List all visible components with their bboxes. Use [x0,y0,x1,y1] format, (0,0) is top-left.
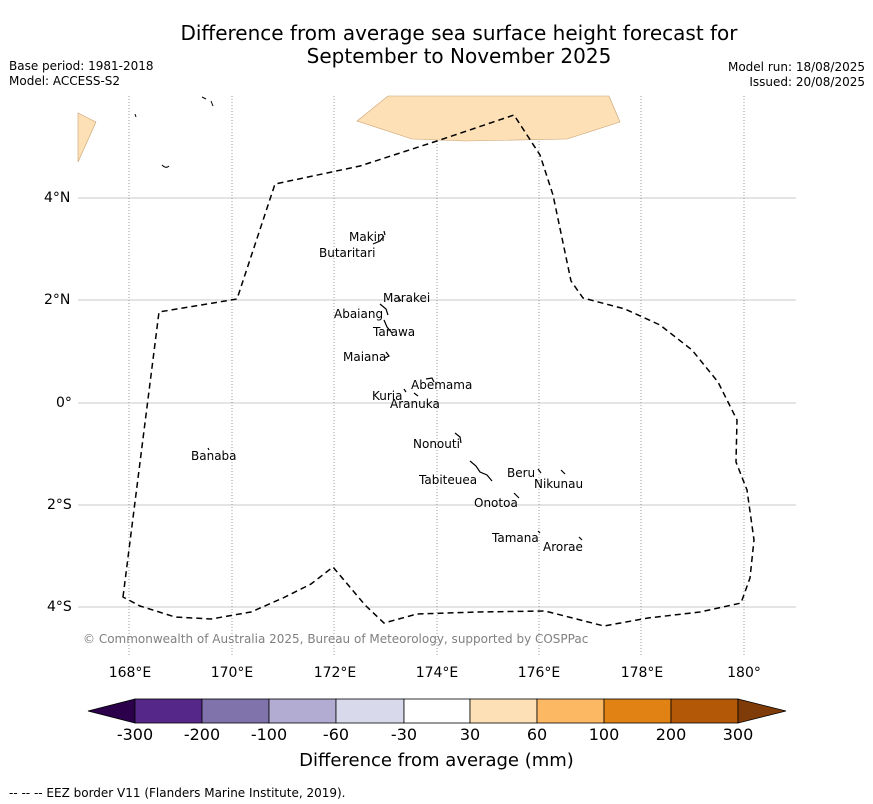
colorbar-tick-0: -300 [116,725,154,744]
colorbar-seg-4 [335,698,405,724]
label-tamana: Tamana [491,531,539,545]
island-arorae [578,536,583,541]
colorbar-seg-3 [268,698,337,724]
island-aranuka [413,392,419,397]
island-tabiteuea [469,460,493,482]
label-nonouti: Nonouti [413,437,460,451]
colorbar-seg-5 [403,698,471,724]
island-kuria [403,388,407,393]
meta-right: Model run: 18/08/2025 Issued: 20/08/2025 [728,60,865,90]
lon-label-174e: 174°E [415,665,459,681]
colorbar-seg-6 [469,698,538,724]
label-kuria: Kuria [372,389,403,403]
lon-label-168e: 168°E [108,665,152,681]
issued-date: Issued: 20/08/2025 [749,75,865,89]
island-maiana [384,351,390,359]
island-abaiang [379,303,389,316]
title-line-1: Difference from average sea surface heig… [180,21,738,45]
island-nonouti [454,432,462,444]
label-banaba: Banaba [191,449,237,463]
colorbar-seg-10 [737,698,787,724]
colorbar-tick-4: -30 [390,725,418,744]
lat-label-4s: 4°S [47,599,72,615]
colorbar-seg-8 [603,698,672,724]
island-outlines [207,230,583,541]
colorbar-tick-8: 200 [655,725,687,744]
island-makin [383,230,386,236]
island-beru [537,468,542,474]
label-makin: Makin [349,230,385,244]
lat-label-0: 0° [56,395,72,411]
lat-label-4n: 4°N [44,190,71,206]
land-fragment-2 [201,96,207,100]
label-tabiteuea: Tabiteuea [418,473,477,487]
anomaly-fill-west [77,112,97,163]
island-abemama [425,377,435,383]
colorbar-seg-7 [536,698,605,724]
land-fragment-4 [161,164,170,168]
title-line-2: September to November 2025 [306,44,612,68]
island-tamana [537,530,541,534]
eez-border [122,114,755,627]
eez-footnote: -- -- -- EEZ border V11 (Flanders Marine… [9,786,346,800]
colorbar [87,698,787,724]
lon-label-178e: 178°E [620,665,664,681]
island-onotoa [513,492,520,499]
colorbar-label: Difference from average (mm) [299,750,574,771]
colorbar-seg-2 [201,698,270,724]
lon-label-172e: 172°E [313,665,357,681]
island-banaba [207,447,210,451]
label-abemama: Abemama [411,378,472,392]
label-onotoa: Onotoa [474,496,518,510]
model-name: Model: ACCESS-S2 [9,74,121,88]
land-fragment-3 [210,100,214,107]
colorbar-tick-2: -100 [250,725,288,744]
base-period: Base period: 1981-2018 [9,59,154,73]
island-labels: Makin Butaritari Marakei Abaiang Tarawa … [191,230,583,554]
colorbar-seg-0 [87,698,136,724]
anomaly-fill-north [356,95,621,142]
island-butaritari [372,235,385,245]
colorbar-tick-6: 60 [526,725,548,744]
land-fragments [134,96,214,168]
lon-gridlines [128,96,745,655]
copyright-notice: © Commonwealth of Australia 2025, Bureau… [83,632,589,646]
label-maiana: Maiana [343,350,386,364]
lat-label-2s: 2°S [47,497,72,513]
colorbar-tick-3: -60 [322,725,350,744]
island-nikunau [560,469,566,475]
lon-label-176e: 176°E [517,665,561,681]
colorbar-tick-7: 100 [588,725,620,744]
label-beru: Beru [507,466,535,480]
colorbar-tick-1: -200 [183,725,221,744]
map-title: Difference from average sea surface heig… [0,22,873,68]
colorbar-tick-5: 30 [459,725,481,744]
lon-label-180: 180° [727,665,761,681]
label-butaritari: Butaritari [319,246,376,260]
label-abaiang: Abaiang [334,307,383,321]
island-marakei [397,296,402,302]
lon-label-170e: 170°E [210,665,254,681]
label-nikunau: Nikunau [534,477,583,491]
island-tarawa [383,319,393,334]
label-marakei: Marakei [383,291,430,305]
colorbar-tick-9: 300 [722,725,754,744]
model-run: Model run: 18/08/2025 [727,60,865,74]
colorbar-seg-9 [670,698,739,724]
meta-left: Base period: 1981-2018 Model: ACCESS-S2 [9,59,154,89]
land-fragment-1 [134,113,137,118]
lat-label-2n: 2°N [44,292,71,308]
label-aranuka: Aranuka [390,397,440,411]
label-tarawa: Tarawa [372,325,415,339]
colorbar-seg-1 [134,698,203,724]
label-arorae: Arorae [543,540,583,554]
